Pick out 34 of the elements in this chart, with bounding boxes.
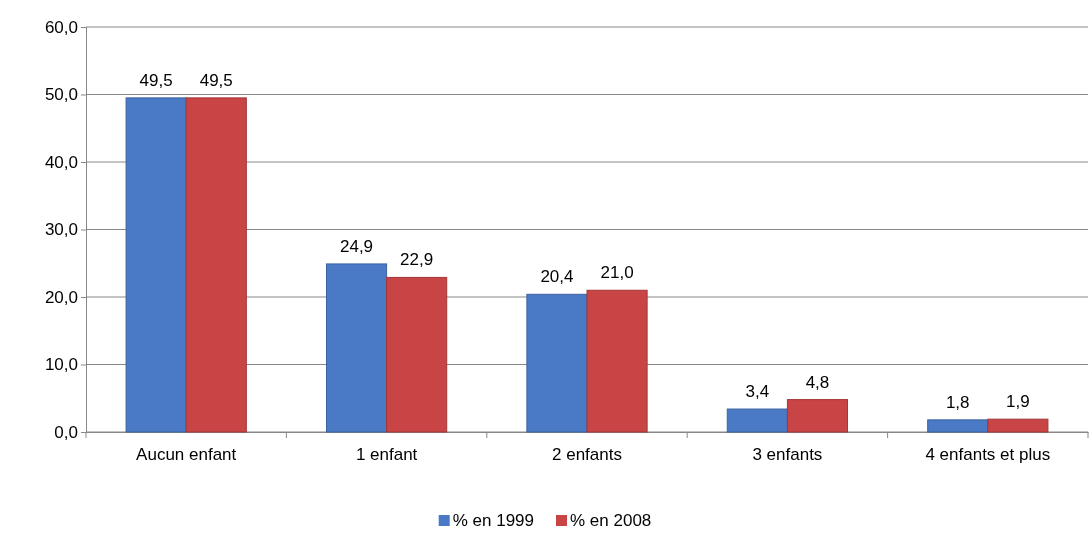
x-tick-label: 4 enfants et plus [925,445,1051,465]
y-tick-label: 10,0 [44,355,78,375]
bar [386,276,448,433]
y-tick-label: 40,0 [44,152,78,172]
data-label: 49,5 [199,70,233,90]
y-tick-label: 50,0 [44,85,78,105]
data-label: 20,4 [540,267,574,287]
x-tick-label: 1 enfant [355,445,418,465]
data-label: 1,8 [945,392,970,412]
x-tick-label: 2 enfants [552,445,622,465]
data-label: 24,9 [339,236,374,256]
y-tick-label: 0,0 [54,422,78,442]
x-tick-label: 3 enfants [752,445,823,465]
data-label: 1,9 [1006,392,1030,412]
bar [325,263,388,433]
data-label: 21,0 [600,263,634,283]
data-label: 4,8 [805,372,830,392]
legend-label: % en 1999 [452,511,534,530]
bar [786,399,849,433]
x-tick-label: Aucun enfant [136,445,237,465]
y-tick-label: 20,0 [44,287,78,307]
y-tick-label: 30,0 [44,220,78,240]
bar [987,418,1049,433]
bar [726,408,788,433]
bar [927,419,989,433]
data-label: 22,9 [400,250,434,270]
bar [185,97,247,433]
data-label: 49,5 [139,70,173,90]
bar [526,293,588,433]
data-label: 3,4 [745,382,770,402]
y-tick-label: 60,0 [44,17,78,37]
bar [125,97,187,433]
legend-label: % en 2008 [570,511,652,530]
bar [586,289,648,433]
